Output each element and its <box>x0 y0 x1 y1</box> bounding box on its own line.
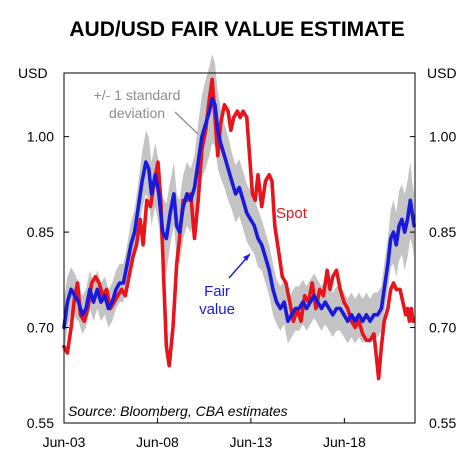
y-tick-label-right: 0.55 <box>429 415 456 431</box>
x-tick-label: Jun-08 <box>136 434 179 450</box>
fair-value-label-line1: Fair <box>204 283 230 300</box>
band-label-leader <box>174 111 199 135</box>
series-line-fair-value <box>62 96 416 330</box>
y-tick-label-left: 0.55 <box>27 415 54 431</box>
y-tick-label-left: 0.85 <box>27 224 54 240</box>
y-tick-label-right: 0.85 <box>429 224 456 240</box>
chart-title: AUD/USD FAIR VALUE ESTIMATE <box>69 18 404 41</box>
band-label-line2: deviation <box>109 105 165 121</box>
band-label-line1: +/- 1 standard <box>94 87 181 103</box>
std-dev-band <box>64 53 415 357</box>
x-ticks: Jun-03 Jun-08 Jun-13 Jun-18 <box>43 418 366 450</box>
series-line-spot <box>62 77 415 381</box>
y-tick-label-right: 0.70 <box>429 320 456 336</box>
y-ticks-left: 0.55 0.70 0.85 1.00 <box>27 129 69 431</box>
plot-area <box>62 53 416 424</box>
y-tick-label-left: 1.00 <box>27 129 54 145</box>
spot-label: Spot <box>276 205 308 222</box>
plot-frame <box>63 72 416 424</box>
fair-value-label-line2: value <box>199 301 235 318</box>
y-tick-label-left: 0.70 <box>27 320 54 336</box>
y-ticks-right: 0.55 0.70 0.85 1.00 <box>410 129 456 431</box>
x-tick-label: Jun-03 <box>43 434 86 450</box>
y-unit-left: USD <box>18 65 48 81</box>
y-tick-label-right: 1.00 <box>429 129 456 145</box>
fair-value-arrowhead <box>243 254 250 261</box>
source-note: Source: Bloomberg, CBA estimates <box>68 403 288 419</box>
x-tick-label: Jun-13 <box>229 434 272 450</box>
y-unit-right: USD <box>427 65 457 81</box>
x-tick-label: Jun-18 <box>323 434 366 450</box>
